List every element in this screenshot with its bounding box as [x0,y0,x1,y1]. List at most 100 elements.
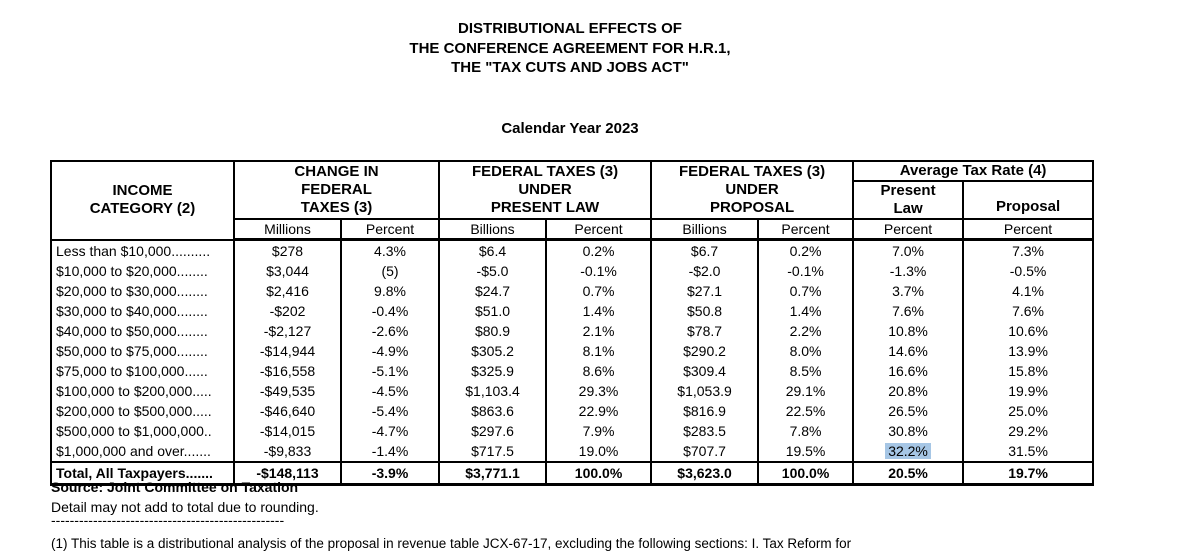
cell-change-percent: -4.7% [339,421,441,441]
cell-total-pct-pl: 100.0% [545,461,653,486]
cell-proposal-percent: 0.2% [757,239,855,261]
cell-present-law-percent: 0.2% [545,239,653,261]
table-row: $50,000 to $75,000........ -$14,944 -4.9… [50,341,1095,361]
unit-percent-change: Percent [339,218,441,241]
cell-change-millions: -$14,015 [233,421,342,441]
cell-present-law-billions: $51.0 [438,301,548,321]
cell-present-law-billions: $6.4 [438,239,548,261]
table-row: $1,000,000 and over....... -$9,833 -1.4%… [50,441,1095,462]
distribution-table: INCOME CATEGORY (2) CHANGE IN FEDERAL TA… [50,160,1095,486]
unit-percent-atr-proposal: Percent [962,218,1095,241]
cell-change-percent: 4.3% [339,239,441,261]
cell-change-millions: -$14,944 [233,341,342,361]
cell-income-category: $40,000 to $50,000........ [50,321,235,341]
cell-proposal-billions: $27.1 [650,281,760,301]
rounding-note: Detail may not add to total due to round… [51,499,319,515]
cell-income-category: $100,000 to $200,000..... [50,381,235,401]
table-row: $30,000 to $40,000........ -$202 -0.4% $… [50,301,1095,321]
cell-total-billions-prop: $3,623.0 [650,461,760,486]
cell-change-millions: $2,416 [233,281,342,301]
cell-atr-present-law: 32.2% [852,441,965,462]
footnote-1: (1) This table is a distributional analy… [51,536,852,551]
cell-atr-proposal: 10.6% [962,321,1095,341]
cell-atr-proposal: -0.5% [962,261,1095,281]
cell-atr-present-law: 7.6% [852,301,965,321]
cell-atr-present-law: 10.8% [852,321,965,341]
cell-proposal-percent: 22.5% [757,401,855,421]
cell-atr-present-law: 7.0% [852,239,965,261]
cell-change-millions: -$49,535 [233,381,342,401]
cell-change-millions: -$2,127 [233,321,342,341]
cell-income-category: $10,000 to $20,000........ [50,261,235,281]
cell-proposal-percent: 8.0% [757,341,855,361]
table-row: $100,000 to $200,000..... -$49,535 -4.5%… [50,381,1095,401]
table-row: $40,000 to $50,000........ -$2,127 -2.6%… [50,321,1095,341]
cell-proposal-percent: 2.2% [757,321,855,341]
header-group-federal-taxes-present-law: FEDERAL TAXES (3) UNDER PRESENT LAW [438,160,653,220]
cell-atr-proposal: 15.8% [962,361,1095,381]
cell-proposal-percent: 8.5% [757,361,855,381]
cell-change-millions: $3,044 [233,261,342,281]
cell-atr-proposal: 13.9% [962,341,1095,361]
cell-proposal-billions: $290.2 [650,341,760,361]
cell-proposal-billions: $309.4 [650,361,760,381]
cell-present-law-percent: 22.9% [545,401,653,421]
cell-present-law-billions: -$5.0 [438,261,548,281]
header-group-average-tax-rate: Average Tax Rate (4) [852,160,1095,182]
table-row: Less than $10,000.......... $278 4.3% $6… [50,239,1095,261]
cell-change-millions: -$46,640 [233,401,342,421]
cell-atr-proposal: 7.3% [962,239,1095,261]
unit-millions: Millions [233,218,342,241]
cell-atr-proposal: 7.6% [962,301,1095,321]
cell-change-percent: 9.8% [339,281,441,301]
cell-atr-present-law: 26.5% [852,401,965,421]
cell-proposal-billions: $707.7 [650,441,760,462]
cell-proposal-billions: $6.7 [650,239,760,261]
cell-present-law-percent: 29.3% [545,381,653,401]
table-row: $500,000 to $1,000,000.. -$14,015 -4.7% … [50,421,1095,441]
header-proposal: Proposal [962,180,1095,220]
table-row: $200,000 to $500,000..... -$46,640 -5.4%… [50,401,1095,421]
header-group-change-in-federal-taxes: CHANGE IN FEDERAL TAXES (3) [232,160,441,220]
cell-income-category: $30,000 to $40,000........ [50,301,235,321]
cell-atr-present-law: 16.6% [852,361,965,381]
cell-income-category: $50,000 to $75,000........ [50,341,235,361]
unit-percent-present-law: Percent [545,218,653,241]
cell-present-law-billions: $717.5 [438,441,548,462]
cell-change-percent: -4.5% [339,381,441,401]
cell-income-category: $200,000 to $500,000..... [50,401,235,421]
cell-present-law-percent: 7.9% [545,421,653,441]
cell-atr-present-law: 14.6% [852,341,965,361]
cell-proposal-billions: $78.7 [650,321,760,341]
cell-change-percent: -1.4% [339,441,441,462]
cell-change-percent: -5.4% [339,401,441,421]
cell-change-millions: $278 [233,239,342,261]
total-row: Total, All Taxpayers....... -$148,113 -3… [50,461,1095,486]
table-row: $10,000 to $20,000........ $3,044 (5) -$… [50,261,1095,281]
cell-change-percent: -2.6% [339,321,441,341]
cell-proposal-billions: $283.5 [650,421,760,441]
cell-total-millions: -$148,113 [233,461,342,486]
calendar-year-subtitle: Calendar Year 2023 [501,120,639,137]
cell-present-law-percent: 0.7% [545,281,653,301]
cell-present-law-billions: $1,103.4 [438,381,548,401]
cell-proposal-billions: $1,053.9 [650,381,760,401]
cell-atr-proposal: 29.2% [962,421,1095,441]
cell-atr-present-law: 30.8% [852,421,965,441]
cell-change-millions: -$202 [233,301,342,321]
table-body: Less than $10,000.......... $278 4.3% $6… [50,239,1095,486]
unit-billions-present-law: Billions [438,218,548,241]
header-income-category: INCOME CATEGORY (2) [50,160,235,241]
table-row: $20,000 to $30,000........ $2,416 9.8% $… [50,281,1095,301]
cell-present-law-percent: 8.1% [545,341,653,361]
source-line: Source: Joint Committee on Taxation [51,479,299,495]
cell-income-category: $20,000 to $30,000........ [50,281,235,301]
cell-proposal-billions: -$2.0 [650,261,760,281]
unit-billions-proposal: Billions [650,218,760,241]
cell-proposal-billions: $816.9 [650,401,760,421]
cell-income-category: Less than $10,000.......... [50,239,235,261]
cell-present-law-percent: 2.1% [545,321,653,341]
cell-total-label: Total, All Taxpayers....... [50,461,235,486]
cell-atr-proposal: 19.9% [962,381,1095,401]
